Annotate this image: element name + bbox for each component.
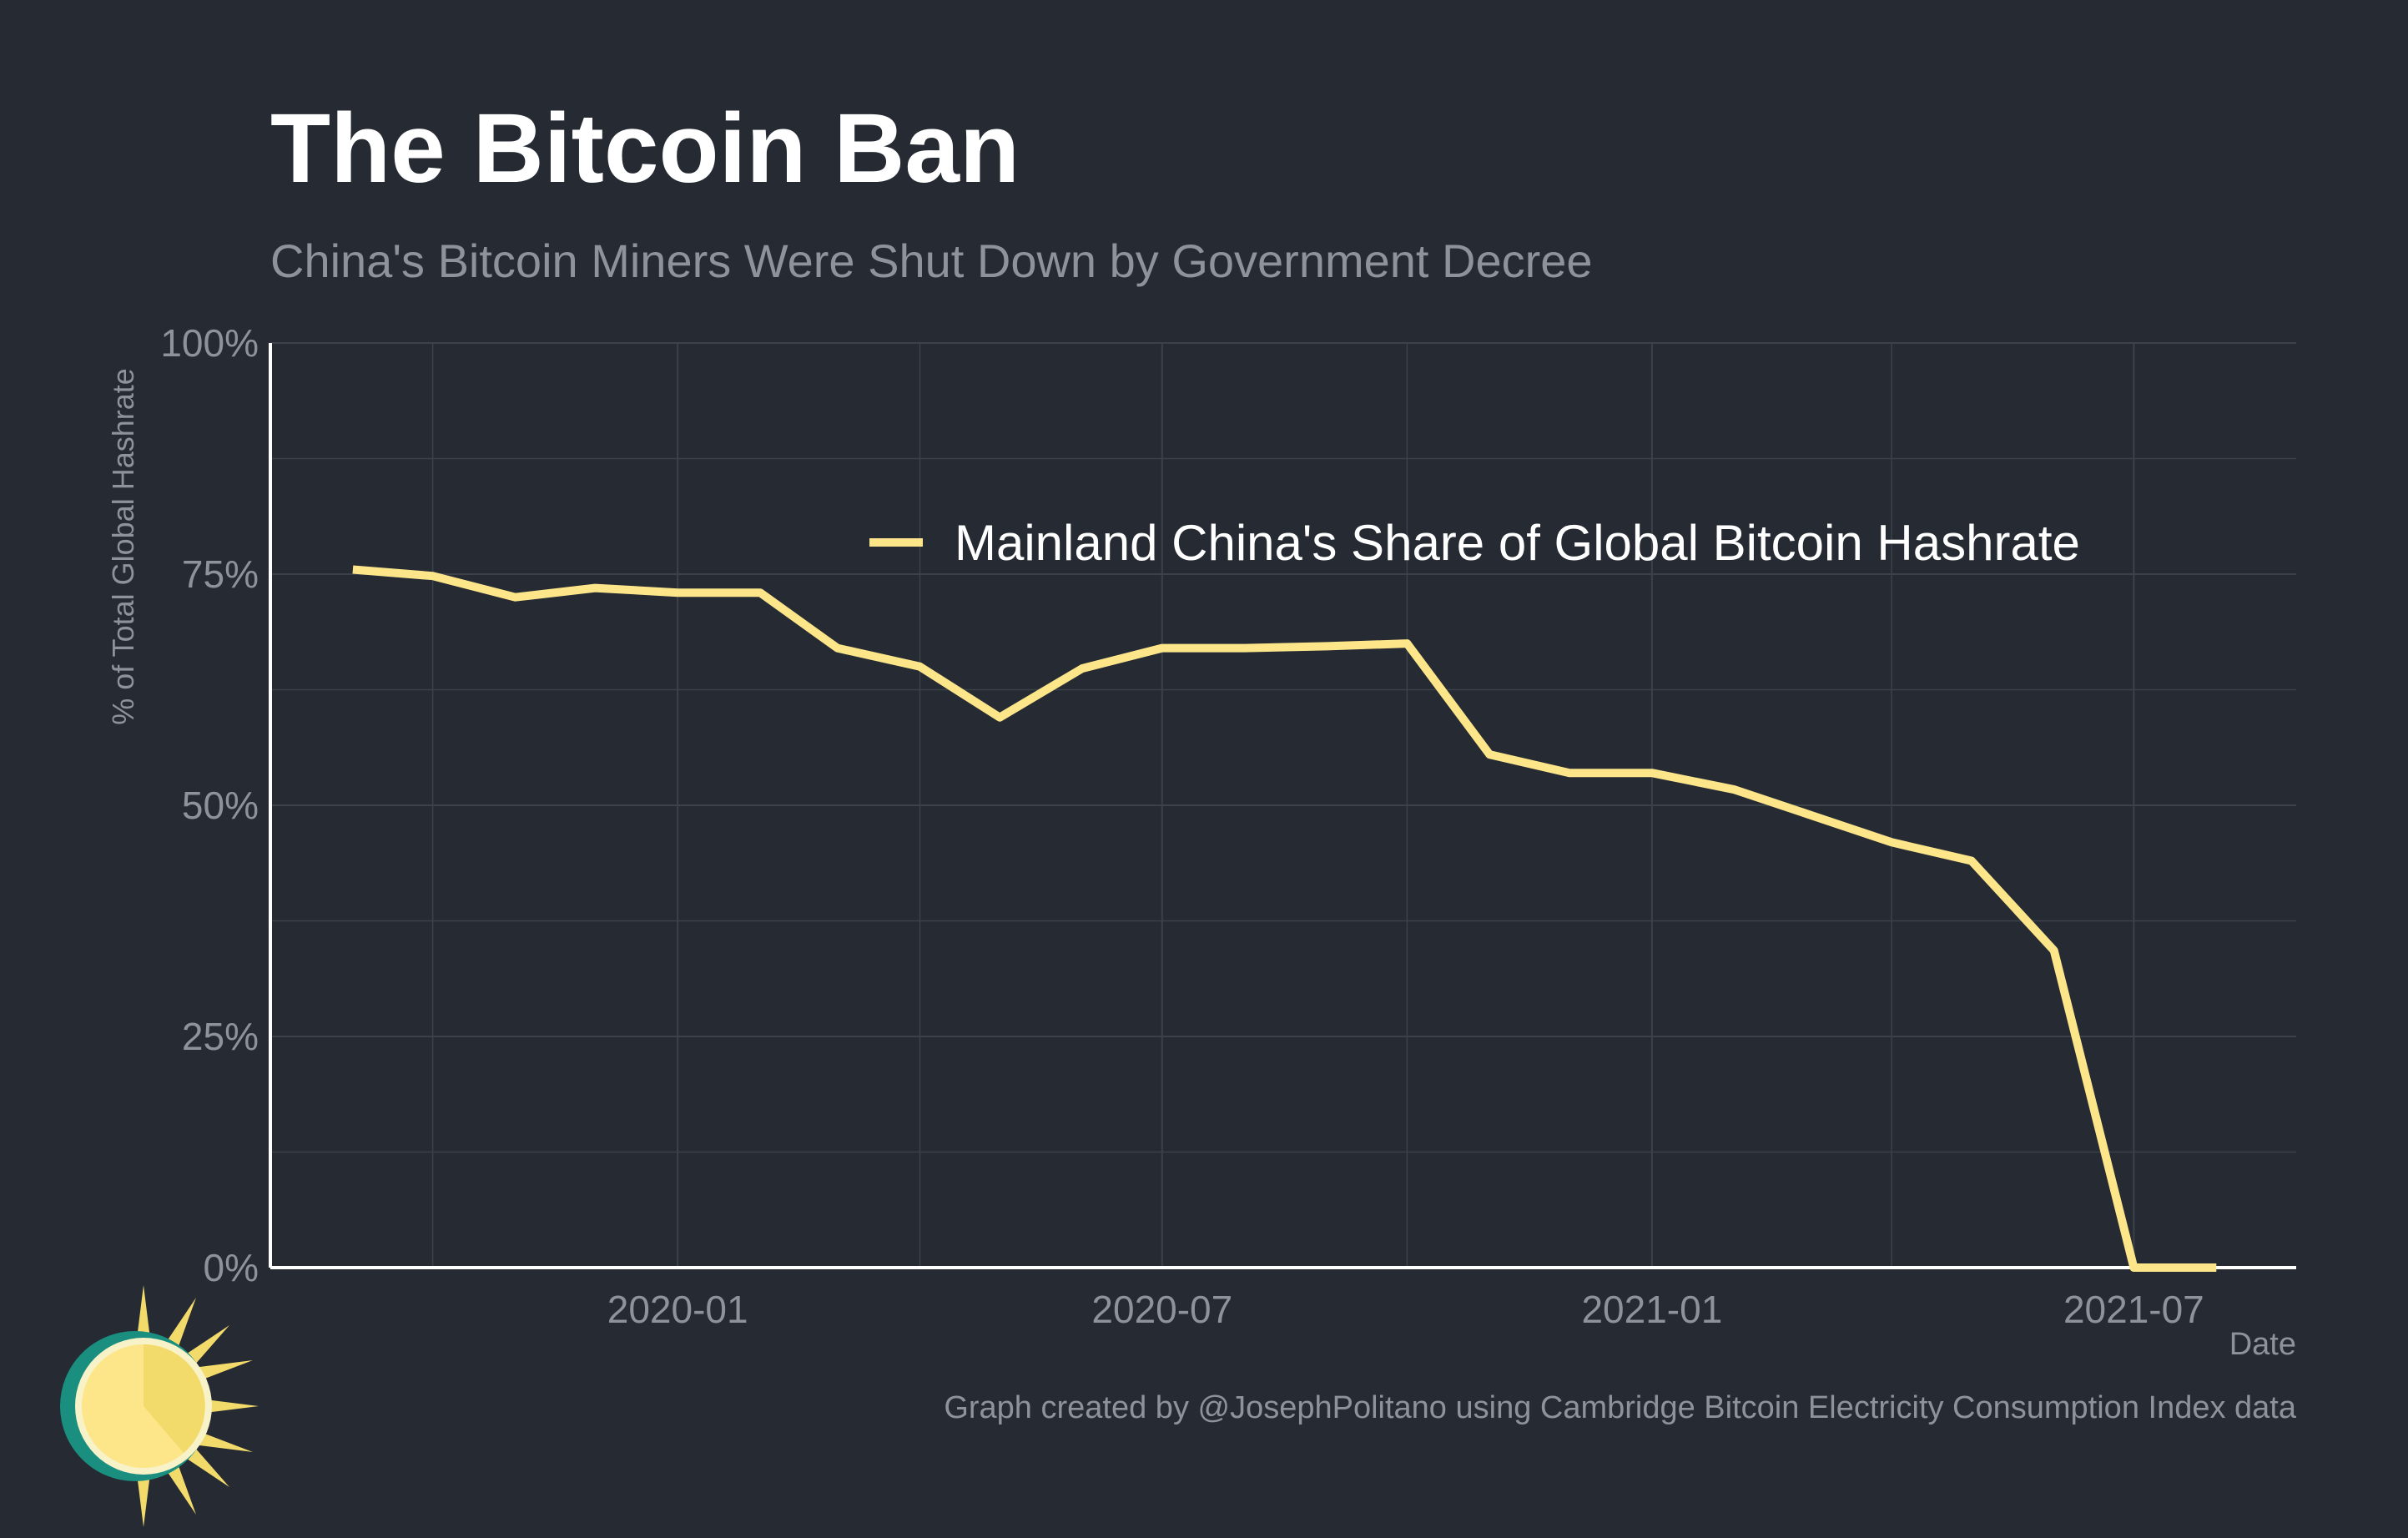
chart-title: The Bitcoin Ban xyxy=(270,93,1020,204)
data-point xyxy=(1407,643,1408,644)
y-tick-label: 50% xyxy=(182,784,259,827)
source-caption: Graph created by @JosephPolitano using C… xyxy=(944,1390,2296,1425)
x-tick-labels: 2020-01 2020-07 2021-01 2021-07 xyxy=(607,1288,2204,1331)
y-tick-label: 0% xyxy=(204,1246,259,1289)
y-tick-label: 100% xyxy=(160,321,259,365)
data-point xyxy=(1734,789,1735,790)
legend: Mainland China's Share of Global Bitcoin… xyxy=(869,515,2080,571)
legend-label: Mainland China's Share of Global Bitcoin… xyxy=(955,515,2080,571)
sun-logo-icon xyxy=(60,1285,259,1527)
data-point xyxy=(2053,950,2054,951)
x-tick-label: 2021-07 xyxy=(2063,1288,2204,1331)
series-layer xyxy=(352,565,2217,1272)
data-point xyxy=(919,666,920,667)
series-line xyxy=(352,565,2217,1272)
x-tick-label: 2020-01 xyxy=(607,1288,748,1331)
x-axis-label: Date xyxy=(2229,1327,2296,1362)
x-tick-label: 2021-01 xyxy=(1581,1288,1722,1331)
data-point xyxy=(595,587,596,588)
data-point xyxy=(1082,668,1083,669)
data-point xyxy=(515,597,516,598)
chart-subtitle: China's Bitcoin Miners Were Shut Down by… xyxy=(270,234,1593,287)
axes xyxy=(269,343,2296,1269)
data-point xyxy=(1971,860,1972,861)
x-tick-label: 2020-07 xyxy=(1091,1288,1232,1331)
data-point xyxy=(352,569,353,570)
data-point xyxy=(1809,814,1810,815)
y-tick-label: 25% xyxy=(182,1015,259,1058)
y-axis-label: % of Total Global Hashrate xyxy=(106,368,140,725)
data-point xyxy=(1489,754,1490,755)
y-tick-label: 75% xyxy=(182,552,259,596)
data-point xyxy=(1651,773,1652,774)
y-tick-labels: 0% 25% 50% 75% 100% xyxy=(160,321,259,1289)
grid-lines xyxy=(270,342,2296,1268)
data-point xyxy=(432,576,433,577)
